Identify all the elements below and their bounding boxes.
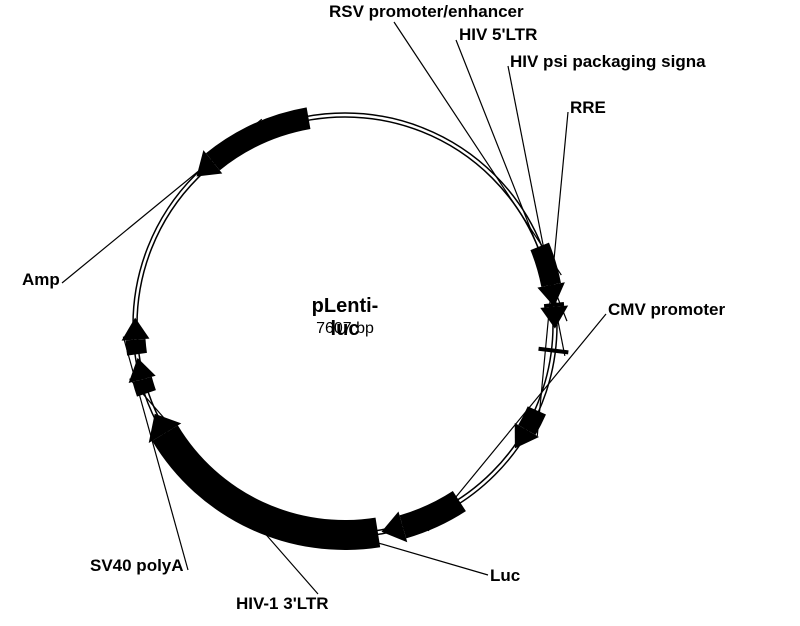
label-luc: Luc [490, 566, 520, 586]
plasmid-size: 7607 bp [300, 320, 390, 338]
feature-cmv [381, 314, 606, 542]
label-sv40: SV40 polyA [90, 556, 184, 576]
feature-luc [149, 414, 488, 575]
label-rre: RRE [570, 98, 606, 118]
feature-amp [62, 107, 310, 283]
label-psi: HIV psi packaging signa [510, 52, 706, 72]
label-ltr3: HIV-1 3'LTR [236, 594, 329, 614]
label-ltr5: HIV 5'LTR [459, 25, 537, 45]
label-rsv: RSV promoter/enhancer [329, 2, 524, 22]
label-cmv: CMV promoter [608, 300, 725, 320]
label-amp: Amp [22, 270, 60, 290]
